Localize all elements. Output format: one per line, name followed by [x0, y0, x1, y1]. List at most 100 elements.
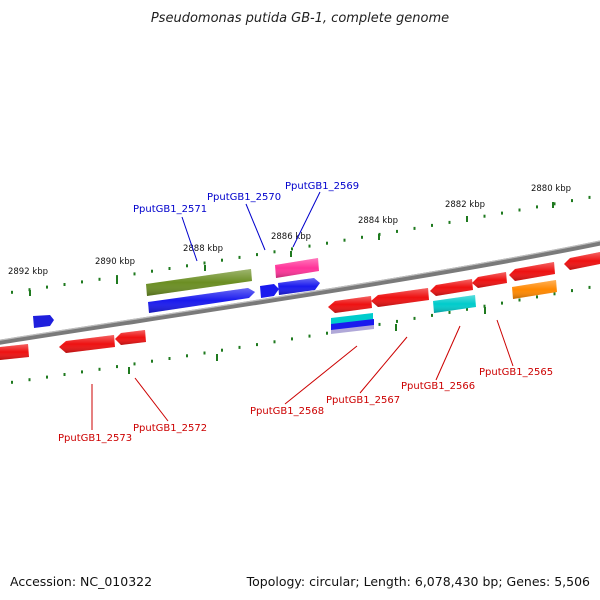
minor-tick — [238, 345, 241, 349]
minor-tick — [186, 354, 188, 358]
tick-label-2886: 2886 kbp — [271, 232, 311, 242]
gene-feature[interactable] — [371, 288, 429, 307]
gene-feature[interactable] — [512, 280, 557, 299]
minor-tick — [256, 253, 258, 257]
accession-text: Accession: NC_010322 — [10, 574, 152, 589]
minor-tick — [431, 223, 433, 227]
minor-tick — [28, 288, 31, 292]
minor-tick — [116, 365, 118, 369]
gene-feature[interactable] — [564, 252, 600, 270]
gene-label-2565[interactable]: PputGB1_2565 — [479, 367, 553, 378]
gene-label-2569[interactable]: PputGB1_2569 — [285, 181, 359, 192]
leader-line — [181, 216, 198, 262]
leader-line — [496, 319, 514, 367]
minor-tick — [536, 295, 538, 299]
tick-label-2892: 2892 kbp — [8, 267, 48, 277]
genome-backbone — [0, 240, 600, 345]
minor-tick — [501, 211, 503, 215]
minor-tick — [571, 199, 573, 203]
minor-tick — [343, 238, 346, 242]
gene-feature[interactable] — [275, 258, 319, 278]
minor-tick — [63, 373, 66, 376]
gene-label-2566[interactable]: PputGB1_2566 — [401, 381, 475, 392]
minor-tick — [168, 357, 171, 360]
minor-tick — [553, 202, 556, 206]
gene-label-2568[interactable]: PputGB1_2568 — [250, 406, 324, 417]
gene-labels: PputGB1_2571 PputGB1_2570 PputGB1_2569 P… — [58, 181, 553, 444]
gene-feature[interactable] — [331, 325, 374, 334]
map-title: Pseudomonas putida GB-1, complete genome — [151, 11, 449, 26]
tick-label-2880: 2880 kbp — [531, 184, 571, 194]
minor-tick — [28, 378, 31, 382]
gene-feature[interactable] — [115, 330, 146, 345]
gene-feature[interactable] — [148, 288, 255, 313]
minor-tick — [361, 235, 363, 239]
minor-tick — [326, 241, 328, 245]
gene-feature[interactable] — [33, 315, 54, 328]
minor-tick — [133, 362, 136, 366]
minor-tick — [571, 289, 573, 293]
gene-feature[interactable] — [328, 296, 372, 313]
minor-tick — [483, 214, 486, 218]
gene-feature[interactable] — [59, 335, 115, 353]
minor-tick — [63, 283, 66, 286]
minor-tick — [553, 292, 556, 296]
leader-line — [134, 377, 169, 422]
forward-strand-features — [33, 258, 320, 328]
minor-tick — [308, 244, 311, 248]
minor-tick — [501, 301, 503, 305]
minor-tick — [483, 304, 486, 308]
minor-tick — [256, 343, 258, 347]
scale-ticks: 2892 kbp 2890 kbp 2888 kbp 2886 kbp 2884… — [8, 184, 571, 374]
tick-label-2884: 2884 kbp — [358, 216, 398, 226]
minor-tick — [151, 269, 153, 273]
gene-label-2571[interactable]: PputGB1_2571 — [133, 204, 207, 215]
topology-text: Topology: circular; Length: 6,078,430 bp… — [246, 574, 590, 589]
gene-feature[interactable] — [433, 295, 476, 313]
minor-tick — [326, 331, 328, 335]
gene-label-2570[interactable]: PputGB1_2570 — [207, 192, 281, 203]
minor-tick — [203, 351, 206, 355]
gene-feature[interactable] — [331, 319, 374, 331]
label-leaders — [91, 191, 514, 430]
minor-tick — [81, 280, 83, 284]
tick-label-2890: 2890 kbp — [95, 257, 135, 267]
minor-tick — [291, 247, 293, 251]
minor-tick — [11, 380, 13, 384]
minor-tick — [151, 359, 153, 363]
gene-feature[interactable] — [430, 279, 473, 296]
gene-feature[interactable] — [331, 313, 373, 325]
minor-tick — [203, 261, 206, 265]
minor-tick — [413, 316, 416, 320]
minor-tick — [221, 348, 223, 352]
minor-tick — [273, 340, 276, 344]
inner-tick-track — [11, 285, 591, 384]
minor-tick — [588, 285, 591, 289]
minor-tick — [238, 255, 241, 259]
leader-line — [359, 336, 408, 394]
gene-feature[interactable] — [146, 269, 252, 296]
minor-tick — [168, 267, 171, 270]
minor-tick — [413, 226, 416, 230]
leader-line — [435, 325, 461, 381]
minor-tick — [378, 322, 381, 326]
minor-tick — [448, 220, 451, 224]
minor-tick — [98, 277, 101, 281]
minor-tick — [518, 208, 521, 212]
gene-label-2572[interactable]: PputGB1_2572 — [133, 423, 207, 434]
minor-tick — [81, 370, 83, 374]
genome-backbone-highlight — [0, 240, 600, 341]
gene-feature[interactable] — [0, 344, 29, 360]
reverse-strand-features — [0, 252, 600, 360]
gene-label-2573[interactable]: PputGB1_2573 — [58, 433, 132, 444]
gene-feature[interactable] — [472, 272, 507, 288]
leader-line — [284, 345, 358, 405]
gene-feature[interactable] — [278, 278, 320, 295]
tick-label-2882: 2882 kbp — [445, 200, 485, 210]
gene-feature[interactable] — [260, 284, 279, 298]
minor-tick — [11, 290, 13, 294]
minor-tick — [466, 307, 468, 311]
gene-feature[interactable] — [509, 262, 555, 281]
gene-label-2567[interactable]: PputGB1_2567 — [326, 395, 400, 406]
